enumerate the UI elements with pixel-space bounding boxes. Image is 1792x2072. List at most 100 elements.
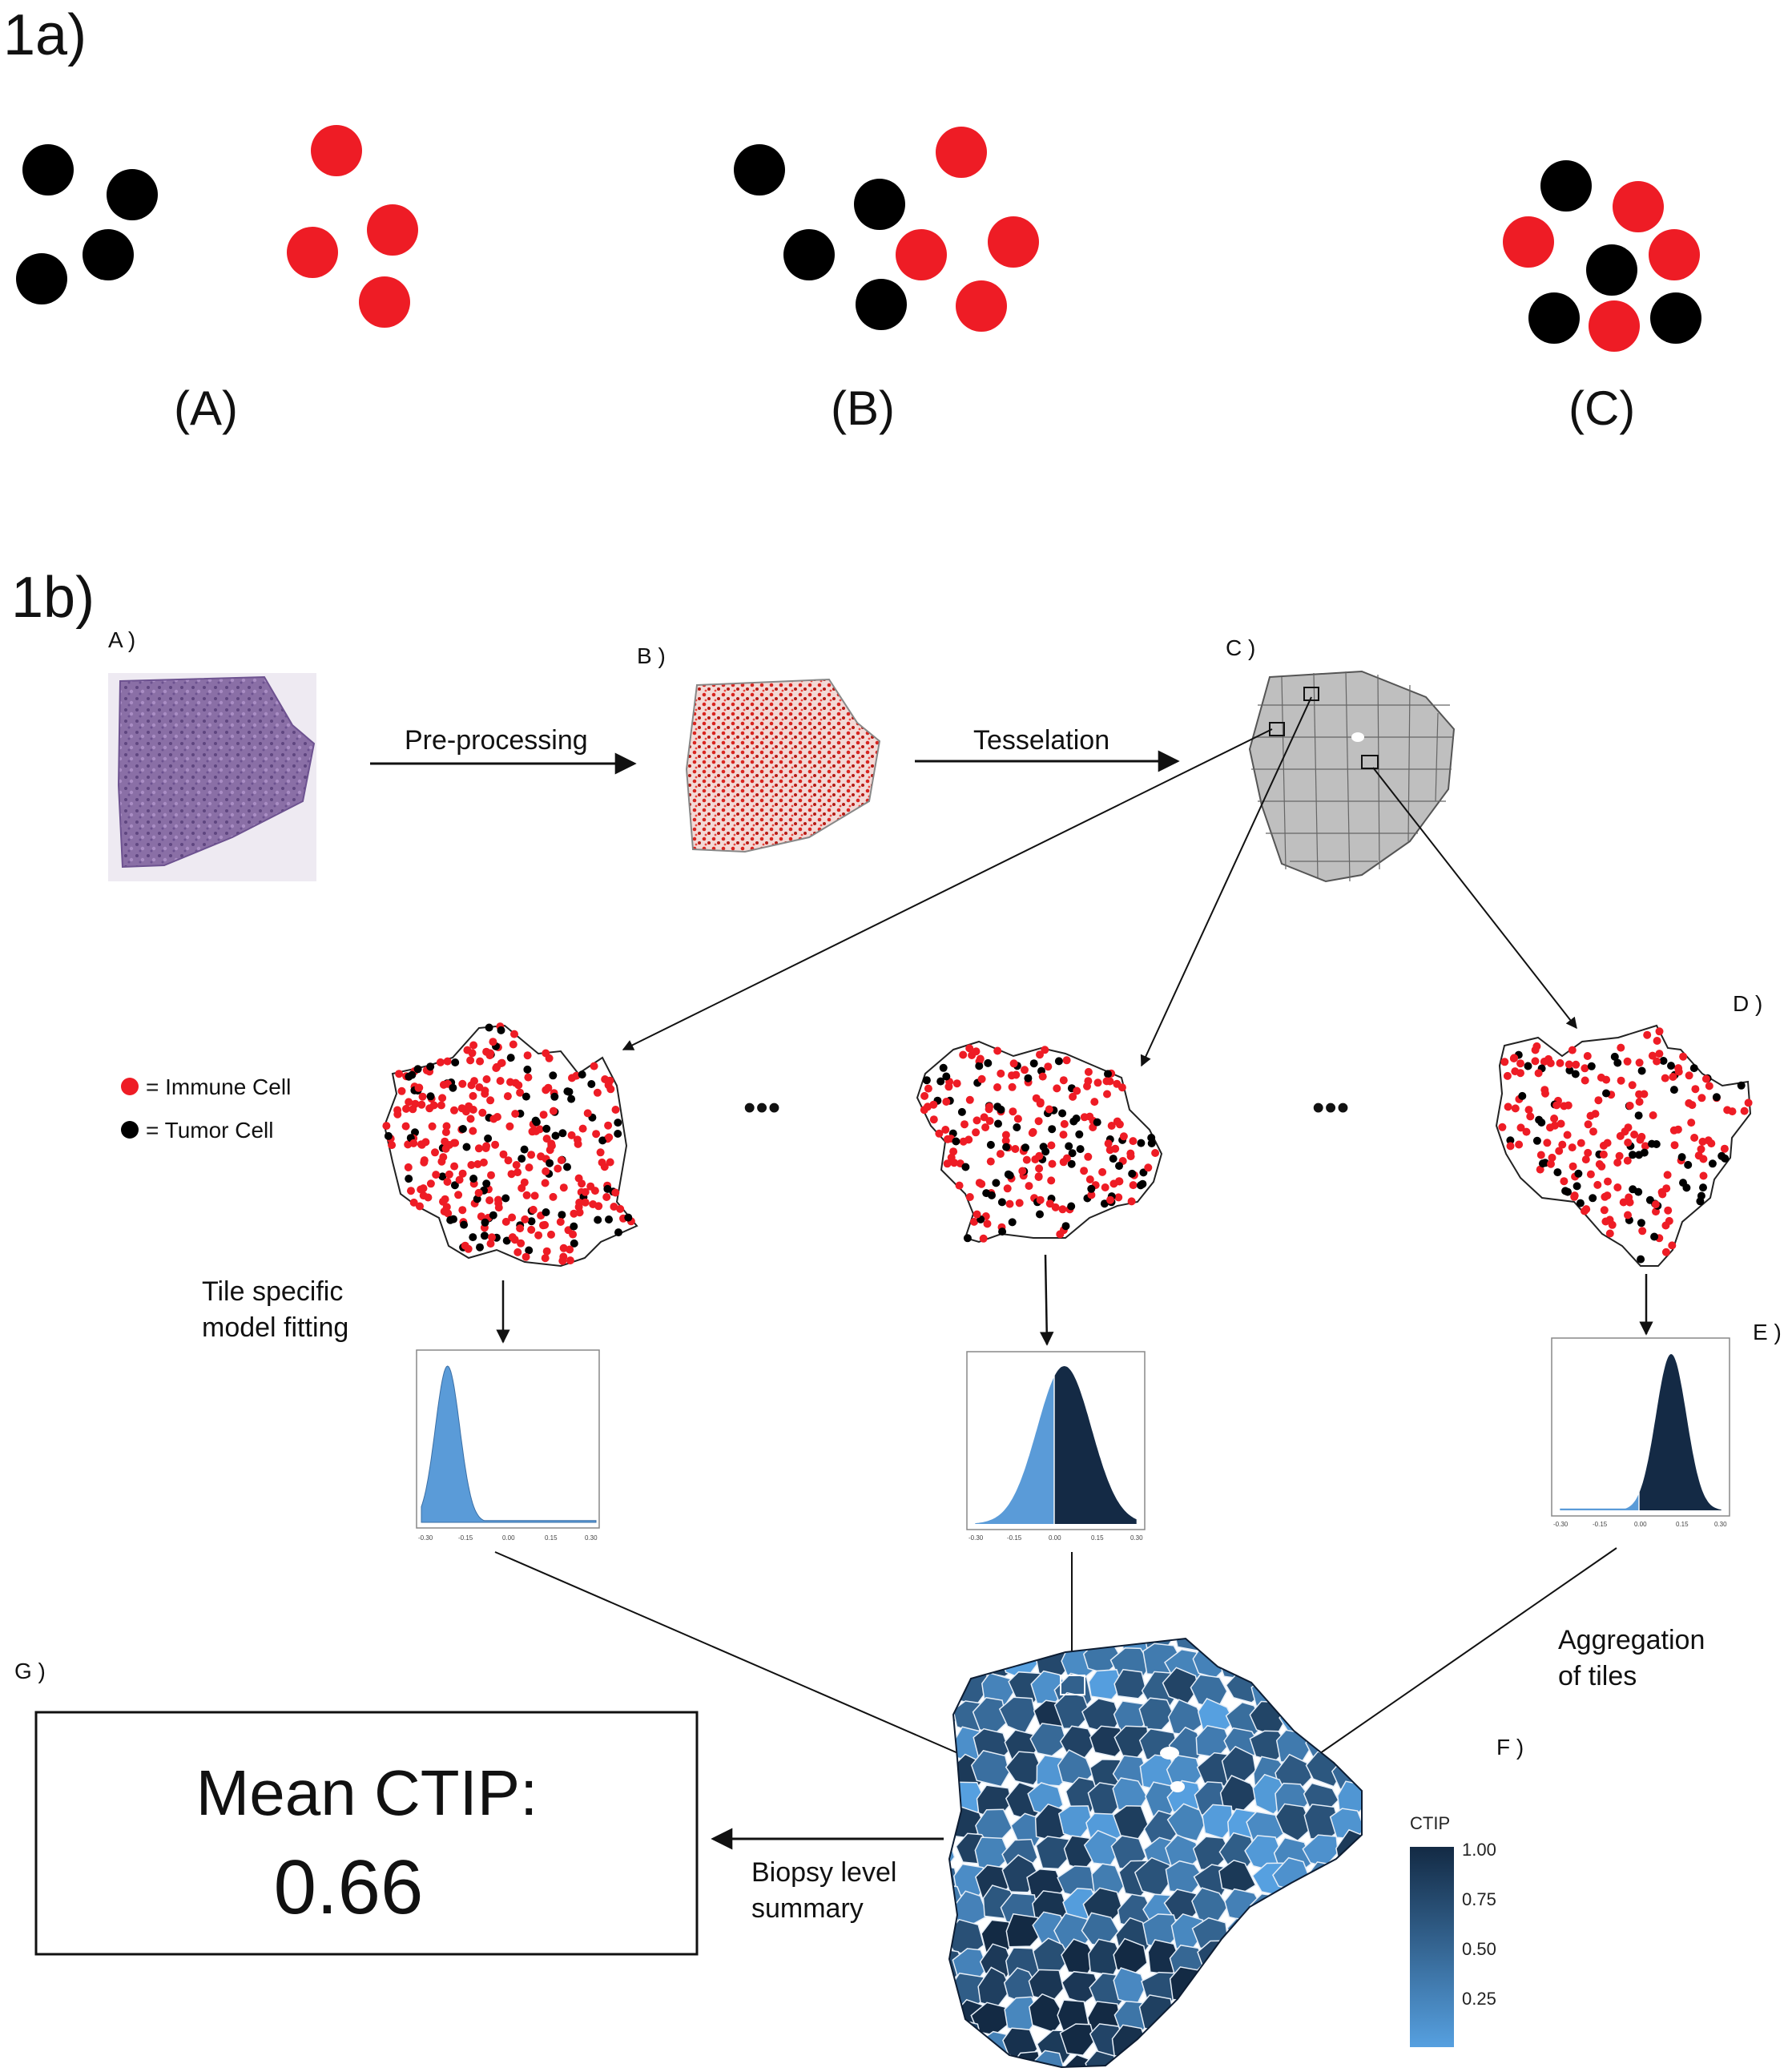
ctip-tile: [1245, 2048, 1282, 2067]
tumor-cell-dot: [854, 179, 905, 230]
immune-cell-dot: [1601, 1217, 1610, 1226]
immune-cell-dot: [1084, 1152, 1093, 1161]
immune-legend-dot: [121, 1078, 139, 1095]
tile-marker: [1361, 755, 1379, 769]
immune-cell-dot: [569, 1230, 578, 1239]
ctip-tile: [1274, 2030, 1308, 2067]
tumor-cell-dot: [1629, 1151, 1637, 1159]
tumor-cell-dot: [563, 1087, 572, 1096]
immune-cell-dot: [593, 1088, 602, 1097]
immune-cell-dot: [511, 1110, 520, 1119]
tumor-cell-dot: [605, 1215, 613, 1223]
tumor-cell-dot: [598, 1136, 607, 1145]
immune-cell-dot: [1661, 1074, 1669, 1082]
posterior-density-middle-lower: [975, 1377, 1054, 1524]
tumor-cell-dot: [998, 1227, 1007, 1236]
immune-cell-dot: [440, 1207, 449, 1215]
immune-cell-dot: [1619, 1198, 1628, 1207]
immune-cell-dot: [1038, 1072, 1047, 1081]
immune-cell-dot: [1119, 1132, 1128, 1141]
tumor-cell-dot: [451, 1058, 460, 1066]
tumor-cell-dot: [1524, 1062, 1532, 1070]
tile-marker: [1269, 722, 1285, 736]
immune-cell-dot: [1059, 1131, 1068, 1139]
tumor-cell-dot: [550, 1092, 559, 1101]
tumor-cell-dot: [1634, 1111, 1643, 1120]
immune-cell-dot: [611, 1106, 620, 1114]
immune-cell-dot: [1103, 1090, 1111, 1098]
immune-cell-dot: [1015, 1199, 1024, 1207]
immune-cell-dot: [985, 1117, 994, 1125]
tumor-cell-dot: [16, 253, 67, 304]
immune-cell-dot: [1073, 1086, 1081, 1095]
immune-cell-dot: [602, 1193, 611, 1201]
immune-cell-dot: [458, 1169, 467, 1178]
immune-cell-dot: [449, 1139, 458, 1147]
ctip-tile: [949, 1639, 956, 1654]
tumor-cell-dot: [1637, 1219, 1645, 1227]
immune-cell-dot: [445, 1170, 453, 1179]
tumor-cell-dot: [481, 1218, 489, 1227]
immune-cell-dot: [458, 1079, 467, 1088]
immune-cell-dot: [482, 1142, 491, 1151]
ctip-tile: [949, 1645, 964, 1682]
ctip-tile: [1005, 1913, 1041, 1948]
immune-cell-dot: [981, 1123, 990, 1131]
immune-cell-dot: [1679, 1052, 1688, 1061]
immune-cell-dot: [450, 1106, 458, 1115]
panel-1b-label: 1b): [11, 566, 95, 630]
ctip-tile: [1194, 2050, 1230, 2067]
immune-cell-dot: [1583, 1052, 1592, 1060]
immune-cell-dot: [996, 1150, 1005, 1159]
immune-cell-dot: [521, 1215, 530, 1223]
immune-cell-dot: [454, 1191, 463, 1199]
immune-cell-dot: [959, 1050, 968, 1059]
ctip-tile: [1005, 1751, 1044, 1786]
ctip-tile: [1065, 1776, 1100, 1813]
immune-cell-dot: [929, 1100, 938, 1109]
posterior-axis-ticks-left: -0.30 -0.15 0.00 0.15 0.30: [418, 1534, 598, 1542]
posterior-tick-label: 0.30: [585, 1534, 598, 1542]
immune-cell-dot: [1597, 1162, 1606, 1171]
ctip-tile: [949, 1812, 959, 1849]
immune-cell-dot: [929, 1115, 938, 1124]
immune-cell-dot: [1151, 1149, 1160, 1157]
tumor-cell-dot: [1147, 1139, 1156, 1147]
posterior-plot-right: -0.30 -0.15 0.00 0.15 0.30: [1551, 1337, 1730, 1528]
tumor-cell-dot: [1136, 1181, 1145, 1190]
immune-cell-dot: [556, 1218, 565, 1226]
tumor-legend-label: = Tumor Cell: [146, 1118, 274, 1143]
immune-cell-dot: [479, 1158, 488, 1167]
ctip-tile: [1272, 2049, 1311, 2067]
posterior-plot-middle: -0.30 -0.15 0.00 0.15 0.30: [966, 1351, 1146, 1542]
step-f-label: F ): [1496, 1735, 1524, 1760]
immune-cell-dot: [477, 1212, 485, 1221]
immune-cell-dot: [1664, 1206, 1673, 1215]
immune-cell-dot: [527, 1151, 536, 1159]
result-box: [34, 1711, 699, 1956]
tumor-cell-dot: [578, 1070, 586, 1079]
immune-cell-dot: [517, 1183, 526, 1192]
immune-cell-dot: [1511, 1104, 1520, 1113]
immune-cell-dot: [616, 1204, 625, 1213]
tumor-cell-dot: [551, 1131, 560, 1140]
immune-cell-dot: [1623, 1156, 1632, 1165]
immune-cell-dot: [1744, 1098, 1753, 1107]
immune-cell-dot: [367, 204, 418, 256]
immune-cell-dot: [409, 1105, 417, 1114]
immune-cell-dot: [578, 1124, 587, 1133]
ctip-tile: [953, 1639, 987, 1647]
immune-cell-dot: [1522, 1127, 1531, 1136]
tumor-cell-dot: [1634, 1187, 1643, 1196]
immune-cell-dot: [437, 1101, 445, 1110]
immune-cell-dot: [575, 1208, 584, 1217]
tumor-cell-dot: [922, 1076, 931, 1085]
tumor-cell-dot: [570, 1239, 578, 1248]
immune-cell-dot: [1018, 1167, 1027, 1175]
immune-cell-dot: [1503, 216, 1554, 268]
immune-cell-dot: [1555, 1147, 1564, 1155]
immune-cell-dot: [935, 1129, 944, 1138]
immune-cell-dot: [1083, 1082, 1091, 1090]
ctip-tile: [1304, 1699, 1341, 1735]
tumor-cell-dot: [462, 1143, 471, 1151]
